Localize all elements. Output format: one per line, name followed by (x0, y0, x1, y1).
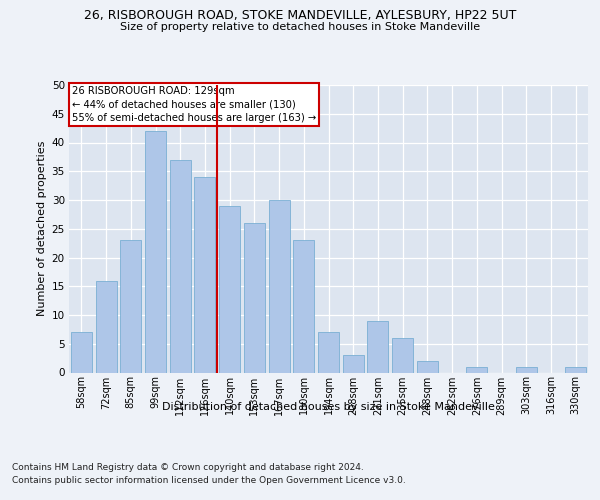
Bar (194, 177, 215, 372)
Text: 26, RISBOROUGH ROAD, STOKE MANDEVILLE, AYLESBURY, HP22 5UT: 26, RISBOROUGH ROAD, STOKE MANDEVILLE, A… (84, 9, 516, 22)
Bar (367, 321, 388, 372)
Bar (516, 367, 537, 372)
Bar (466, 367, 487, 372)
Bar (95, 280, 116, 372)
Bar (145, 131, 166, 372)
Bar (343, 355, 364, 372)
Bar (293, 240, 314, 372)
Text: Contains HM Land Registry data © Crown copyright and database right 2024.: Contains HM Land Registry data © Crown c… (12, 462, 364, 471)
Text: Size of property relative to detached houses in Stoke Mandeville: Size of property relative to detached ho… (120, 22, 480, 32)
Bar (269, 200, 290, 372)
Text: 26 RISBOROUGH ROAD: 129sqm
← 44% of detached houses are smaller (130)
55% of sem: 26 RISBOROUGH ROAD: 129sqm ← 44% of deta… (71, 86, 316, 123)
Bar (71, 332, 92, 372)
Bar (565, 367, 586, 372)
Bar (219, 206, 240, 372)
Bar (170, 160, 191, 372)
Text: Distribution of detached houses by size in Stoke Mandeville: Distribution of detached houses by size … (163, 402, 495, 412)
Text: Contains public sector information licensed under the Open Government Licence v3: Contains public sector information licen… (12, 476, 406, 485)
Bar (120, 240, 141, 372)
Y-axis label: Number of detached properties: Number of detached properties (37, 141, 47, 316)
Bar (244, 223, 265, 372)
Bar (318, 332, 339, 372)
Bar (417, 361, 438, 372)
Bar (392, 338, 413, 372)
